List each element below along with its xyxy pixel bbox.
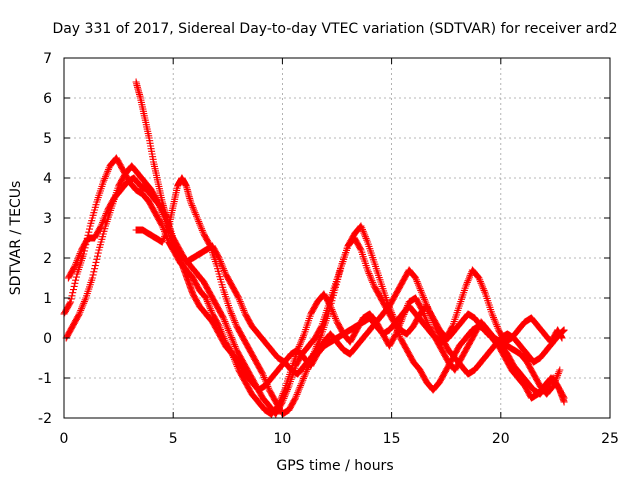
series-5-markers: [132, 174, 568, 418]
x-tick-label: 0: [60, 431, 69, 447]
x-tick-label: 20: [492, 431, 510, 447]
chart-title: Day 331 of 2017, Sidereal Day-to-day VTE…: [52, 21, 617, 37]
y-tick-label: 1: [43, 291, 52, 307]
y-tick-label: 4: [43, 171, 52, 187]
axis-ticks: 0 5 10 15 20 25 -2 -1 0 1 2 3 4 5 6 7: [38, 51, 619, 447]
series-2-markers: [62, 162, 566, 418]
y-tick-label: 7: [43, 51, 52, 67]
y-tick-label: 5: [43, 131, 52, 147]
x-tick-label: 15: [383, 431, 401, 447]
x-tick-label: 5: [169, 431, 178, 447]
y-tick-label: 6: [43, 91, 52, 107]
x-axis-label: GPS time / hours: [276, 458, 393, 474]
x-tick-label: 25: [601, 431, 619, 447]
y-axis-label: SDTVAR / TECUs: [8, 181, 24, 296]
data-marks: [60, 78, 568, 418]
y-tick-label: 2: [43, 251, 52, 267]
y-tick-label: -2: [38, 411, 52, 427]
plot-frame: [63, 57, 611, 419]
y-tick-label: -1: [38, 371, 52, 387]
x-tick-label: 10: [273, 431, 291, 447]
y-tick-label: 0: [43, 331, 52, 347]
y-tick-label: 3: [43, 211, 52, 227]
